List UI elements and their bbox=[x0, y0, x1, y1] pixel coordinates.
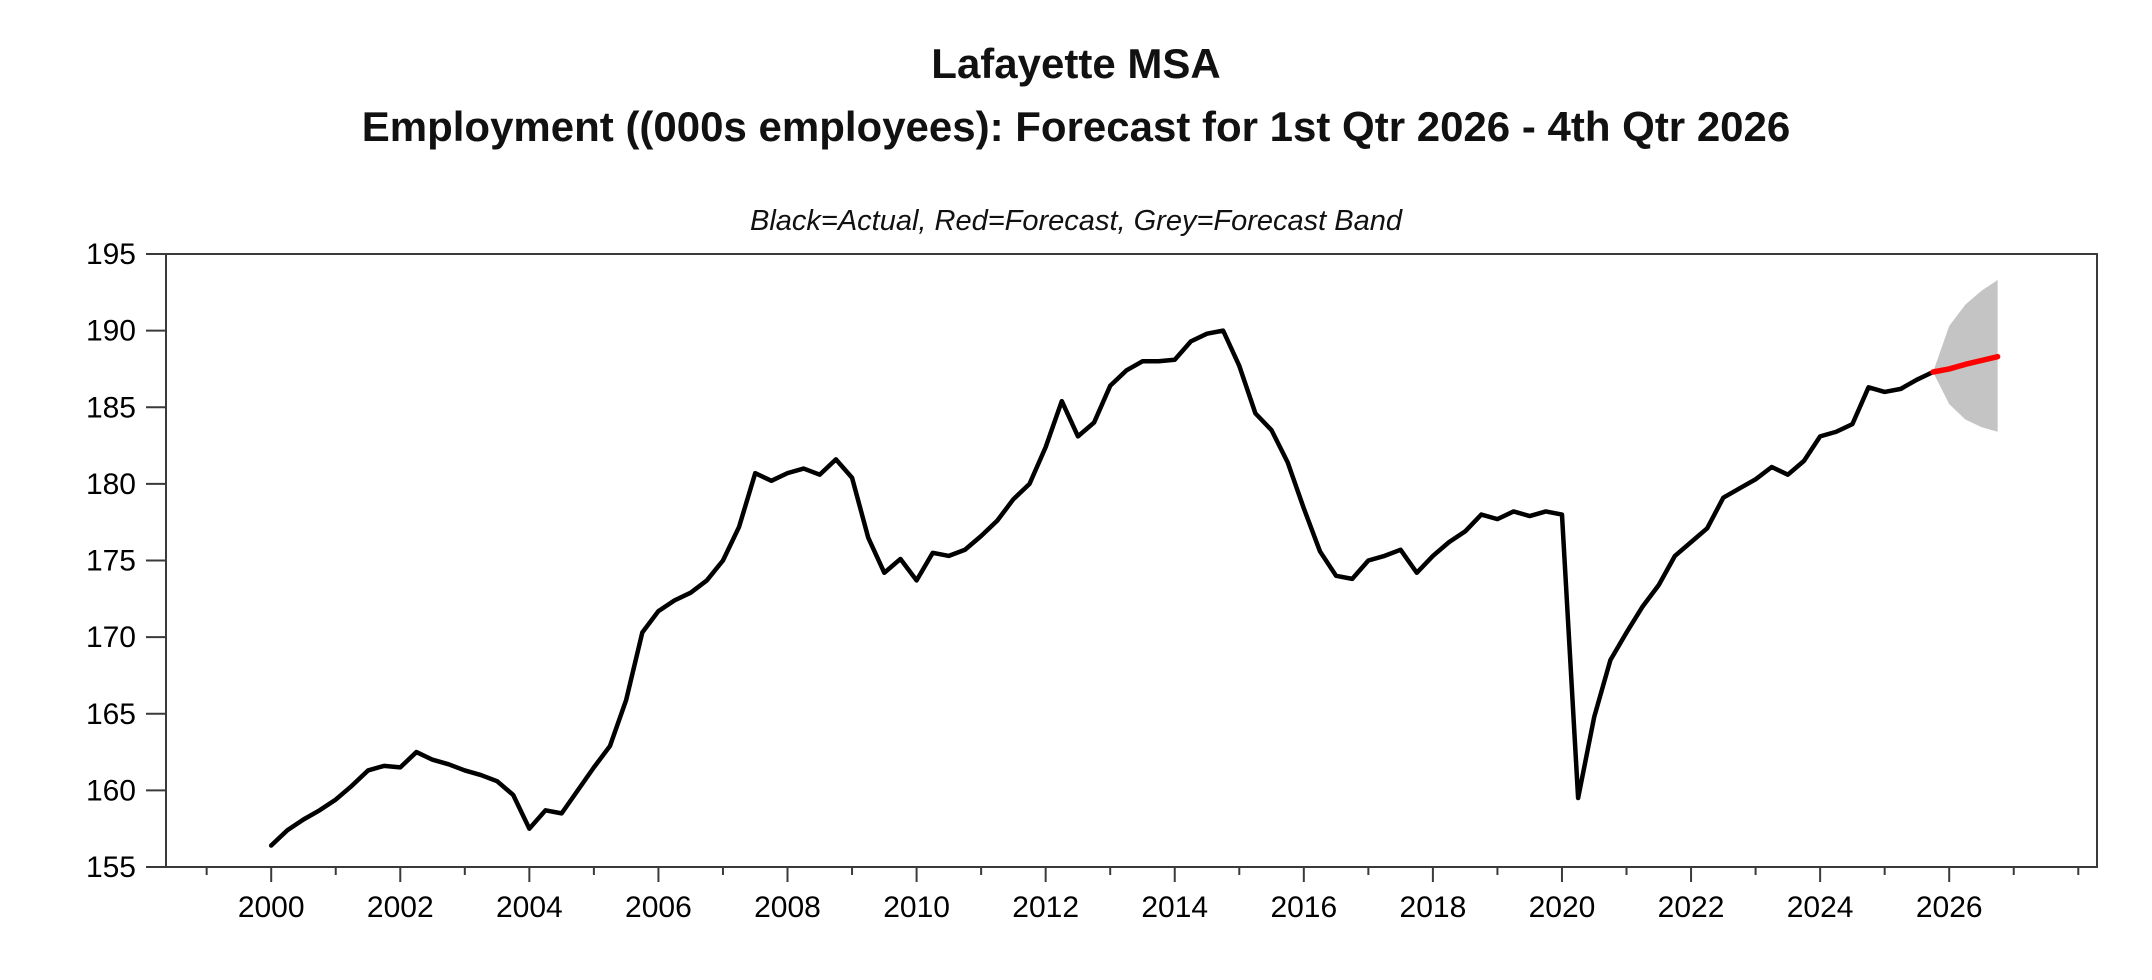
y-tick-label: 180 bbox=[86, 468, 136, 501]
actual-series-line bbox=[268, 328, 1936, 848]
axes-layer bbox=[146, 253, 2098, 882]
forecast-series-line bbox=[1930, 353, 2001, 375]
plot-border bbox=[165, 253, 2098, 868]
x-tick-label: 2010 bbox=[883, 891, 950, 924]
x-tick-label: 2008 bbox=[754, 891, 821, 924]
y-tick-label: 160 bbox=[86, 774, 136, 807]
x-tick-label: 2022 bbox=[1658, 891, 1725, 924]
y-tick-label: 165 bbox=[86, 698, 136, 731]
y-tick-label: 175 bbox=[86, 545, 136, 578]
chart-legend-note: Black=Actual, Red=Forecast, Grey=Forecas… bbox=[749, 205, 1402, 237]
x-tick-label: 2004 bbox=[496, 891, 563, 924]
axis-labels-layer: 155 160 165 170 175 180 185 190 195 2000 2002 2004 2… bbox=[86, 238, 1983, 924]
y-tick-label: 170 bbox=[86, 621, 136, 654]
chart-title-line1: Lafayette MSA bbox=[931, 40, 1221, 87]
x-tick-label: 2018 bbox=[1400, 891, 1467, 924]
y-tick-label: 190 bbox=[86, 315, 136, 348]
x-tick-label: 2014 bbox=[1141, 891, 1208, 924]
x-tick-label: 2006 bbox=[625, 891, 692, 924]
x-tick-label: 2016 bbox=[1270, 891, 1337, 924]
x-tick-label: 2002 bbox=[367, 891, 434, 924]
chart-title-line2: Employment ((000s employees): Forecast f… bbox=[361, 103, 1791, 150]
x-tick-label: 2026 bbox=[1916, 891, 1983, 924]
forecast-band-layer bbox=[1933, 280, 1998, 432]
x-tick-label: 2000 bbox=[238, 891, 305, 924]
y-tick-label: 185 bbox=[86, 391, 136, 424]
x-tick-label: 2024 bbox=[1787, 891, 1854, 924]
y-tick-label: 195 bbox=[86, 238, 136, 271]
x-tick-label: 2012 bbox=[1012, 891, 1079, 924]
forecast-band bbox=[1933, 280, 1998, 432]
y-tick-label: 155 bbox=[86, 851, 136, 884]
series-layer bbox=[268, 328, 2001, 848]
x-tick-label: 2020 bbox=[1529, 891, 1596, 924]
